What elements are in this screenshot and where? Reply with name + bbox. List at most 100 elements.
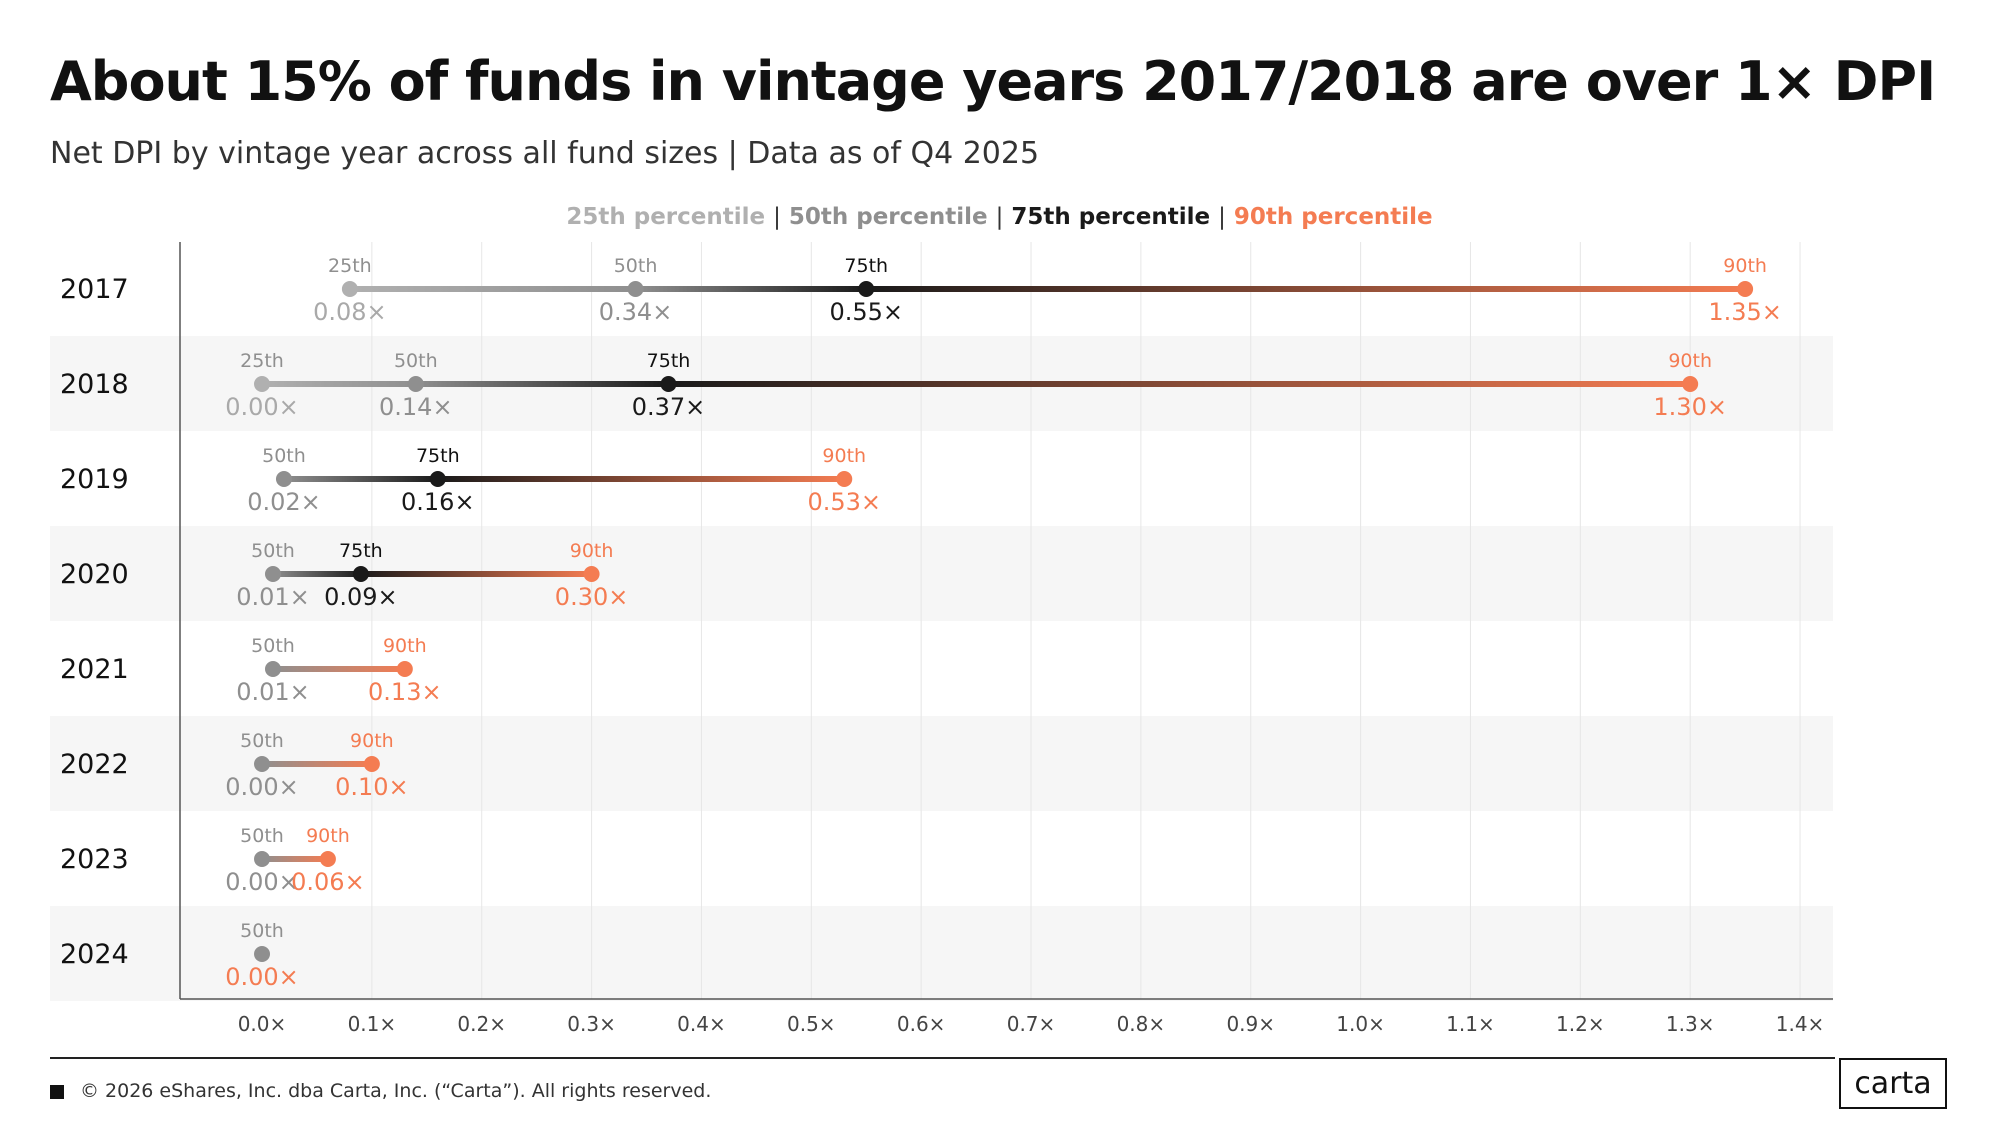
dpi-chart: 0.0× 0.1× 0.2× 0.3× 0.4× 0.5× 0.6× 0.7× 0.8× 0.9×… [50,242,1833,1036]
percentile-label: 50th [240,730,284,752]
legend-separator: | [995,204,1004,230]
percentile-label: 50th [240,825,284,847]
footer-square-icon [50,1085,64,1099]
range-line [262,381,1691,387]
chart-subtitle: Net DPI by vintage year across all fund … [50,136,1040,171]
data-label: 0.06× [291,868,365,896]
year-label: 2023 [60,844,129,875]
x-tick-label: 1.0× [1336,1012,1385,1036]
data-label: 0.30× [555,583,629,611]
year-label: 2019 [60,464,129,495]
data-label: 0.10× [335,773,409,801]
year-label: 2021 [60,654,129,685]
data-point [254,376,270,392]
data-label: 0.53× [807,488,881,516]
year-label: 2017 [60,274,129,305]
data-point [1737,281,1754,297]
data-label: 0.02× [247,488,321,516]
x-tick-label: 1.2× [1556,1012,1605,1036]
data-label: 0.08× [313,298,387,326]
x-tick-label: 0.7× [1007,1012,1056,1036]
data-point [264,566,281,582]
percentile-label: 50th [262,445,306,467]
data-point [627,281,644,297]
x-tick-label: 0.6× [897,1012,946,1036]
range-line [272,666,405,672]
range-line [349,286,1746,292]
legend-item-25th: 25th percentile [566,204,766,230]
legend: 25th percentile | 50th percentile | 75th per… [0,204,1999,230]
percentile-label: 50th [251,635,295,657]
year-label: 2020 [60,559,129,590]
x-tick-label: 1.3× [1666,1012,1715,1036]
data-label: 1.35× [1708,298,1782,326]
data-point [264,661,281,677]
data-label: 0.00× [225,868,299,896]
year-label: 2018 [60,369,129,400]
data-point [363,756,380,772]
data-label: 0.37× [632,393,706,421]
data-point [341,281,358,297]
legend-item-50th: 50th percentile [788,204,988,230]
data-point [275,471,292,487]
data-label: 0.00× [225,963,299,991]
data-point [583,566,600,582]
percentile-label: 75th [647,350,691,372]
x-tick-label: 0.5× [787,1012,836,1036]
x-tick-label: 0.0× [238,1012,287,1036]
data-point [858,281,875,297]
data-label: 0.09× [324,583,398,611]
x-tick-label: 0.3× [567,1012,616,1036]
percentile-label: 90th [1668,350,1712,372]
percentile-label: 50th [251,540,295,562]
data-point [429,471,446,487]
data-point [407,376,424,392]
data-label: 0.13× [368,678,442,706]
x-tick-label: 0.8× [1117,1012,1166,1036]
percentile-label: 50th [240,920,284,942]
percentile-label: 75th [844,255,888,277]
footer-divider [50,1057,1835,1059]
x-tick-label: 1.1× [1446,1012,1495,1036]
data-point [1682,376,1699,392]
range-line [283,476,845,482]
data-point [396,661,413,677]
percentile-label: 90th [570,540,614,562]
data-point [836,471,853,487]
percentile-label: 50th [394,350,438,372]
percentile-label: 75th [416,445,460,467]
data-label: 0.34× [599,298,673,326]
percentile-label: 90th [350,730,394,752]
percentile-label: 75th [339,540,383,562]
x-tick-label: 1.4× [1776,1012,1825,1036]
row-band [50,906,1833,1001]
range-line [272,571,592,577]
x-tick-label: 0.9× [1226,1012,1275,1036]
percentile-label: 90th [383,635,427,657]
carta-logo: carta [1839,1058,1947,1109]
x-tick-label: 0.1× [348,1012,397,1036]
percentile-label: 90th [1723,255,1767,277]
x-tick-label: 0.2× [457,1012,506,1036]
data-label: 0.14× [379,393,453,421]
data-label: 0.01× [236,583,310,611]
data-point [254,851,270,867]
data-label: 0.16× [401,488,475,516]
percentile-label: 90th [822,445,866,467]
data-label: 0.55× [829,298,903,326]
year-label: 2024 [60,939,129,970]
data-label: 0.00× [225,393,299,421]
chart-title: About 15% of funds in vintage years 2017… [50,50,1936,113]
data-label: 1.30× [1653,393,1727,421]
range-line [262,856,328,862]
footer-copyright: © 2026 eShares, Inc. dba Carta, Inc. (“C… [80,1080,712,1102]
percentile-label: 90th [306,825,350,847]
range-line [262,761,372,767]
percentile-label: 50th [614,255,658,277]
data-point [254,946,270,962]
data-point [352,566,369,582]
legend-separator: | [1218,204,1226,230]
data-point [660,376,677,392]
data-point [319,851,336,867]
data-point [254,756,270,772]
